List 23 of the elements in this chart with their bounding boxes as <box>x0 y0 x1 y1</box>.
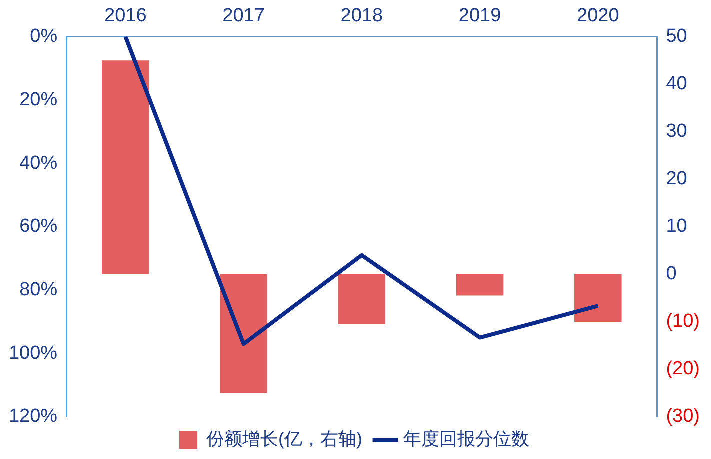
y2-tick-label: 30 <box>666 121 688 142</box>
y2-tick-label: 20 <box>666 168 688 190</box>
y-tick-label: 60% <box>20 216 58 238</box>
y-tick-label: 20% <box>20 89 58 110</box>
y2-tick-label: 10 <box>666 216 688 238</box>
y2-tick-label: 50 <box>666 26 688 48</box>
y2-tick-label: (30) <box>666 406 700 428</box>
x-tick-label: 2016 <box>104 6 147 27</box>
x-tick-label: 2017 <box>222 6 265 27</box>
y-tick-label: 120% <box>8 406 58 428</box>
x-tick-label: 2018 <box>340 6 384 27</box>
y2-tick-label: 0 <box>666 264 677 285</box>
x-tick-label: 2020 <box>577 6 620 27</box>
x-tick-label: 2019 <box>458 6 502 27</box>
y2-tick-label: (10) <box>666 311 700 332</box>
y-tick-label: 40% <box>20 152 58 174</box>
y-tick-label: 80% <box>20 280 58 300</box>
y2-tick-label: (20) <box>666 358 700 380</box>
y-tick-label: 100% <box>8 342 58 364</box>
y-tick-label: 0% <box>30 26 58 48</box>
legend-label: 年度回报分位数 <box>403 428 530 449</box>
legend-label: 份额增长(亿，右轴) <box>206 428 363 449</box>
y2-tick-label: 40 <box>666 74 688 95</box>
